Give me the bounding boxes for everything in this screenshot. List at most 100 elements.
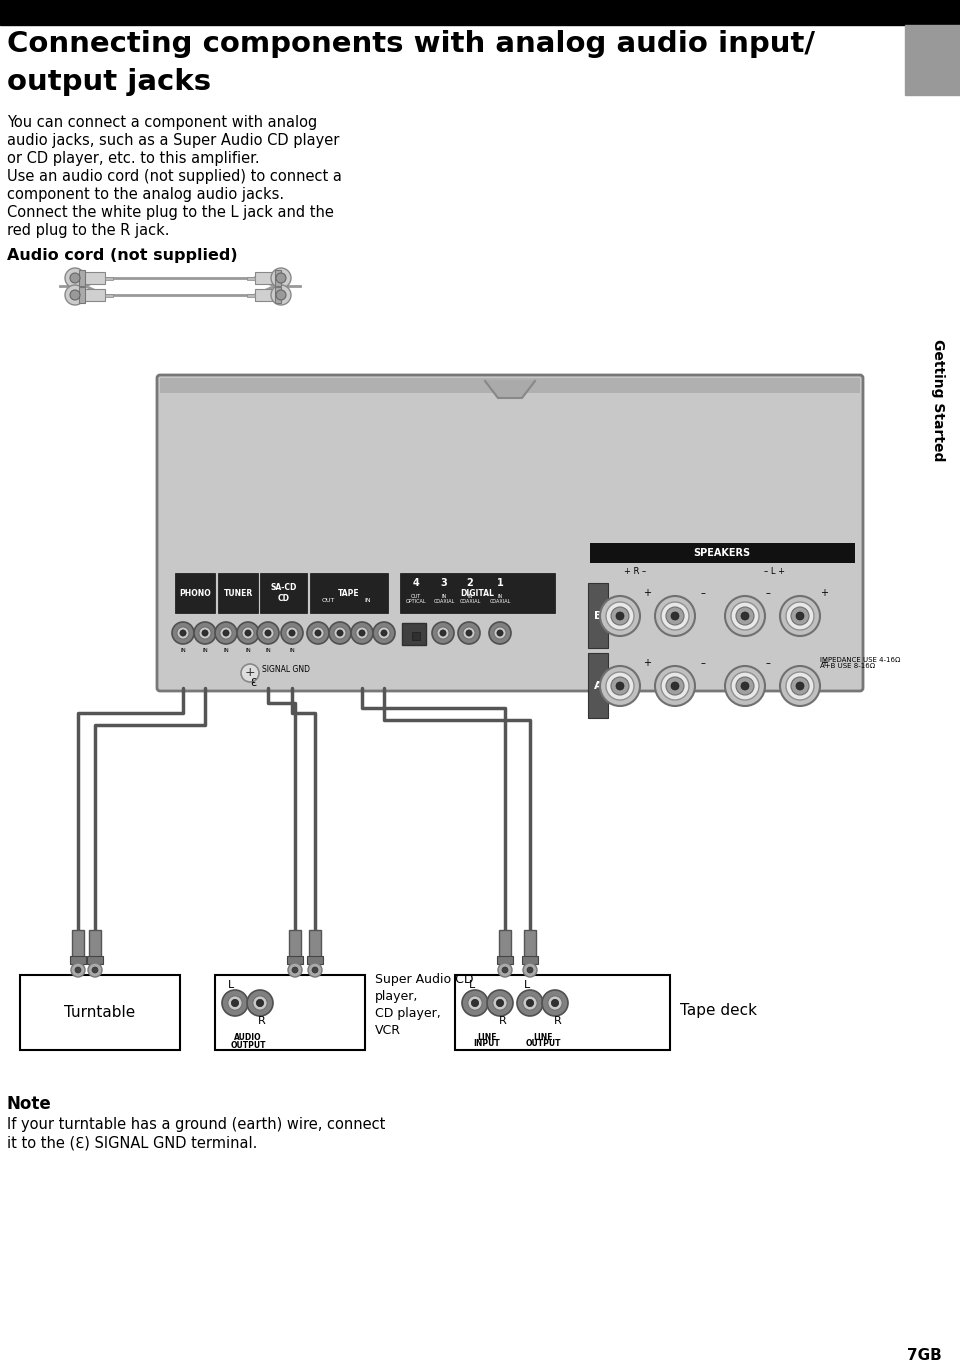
Circle shape [237,622,259,644]
Circle shape [199,627,211,640]
Circle shape [177,627,189,640]
Circle shape [523,963,537,977]
Circle shape [337,630,343,636]
Text: R: R [554,1016,562,1026]
Circle shape [312,967,318,973]
Circle shape [780,666,820,707]
Circle shape [780,596,820,636]
Text: output jacks: output jacks [7,68,211,95]
Circle shape [616,682,624,690]
Text: Tape deck: Tape deck [680,1003,757,1018]
Circle shape [671,612,679,621]
Bar [89,930,101,958]
Text: IN: IN [223,648,228,652]
Circle shape [215,622,237,644]
Bar [588,653,608,717]
Circle shape [265,630,271,636]
Bar [522,956,538,964]
Text: TAPE: TAPE [338,588,360,597]
Text: 1: 1 [496,578,503,588]
Text: component to the analog audio jacks.: component to the analog audio jacks. [7,187,284,202]
Text: AUDIO: AUDIO [234,1034,262,1042]
Text: L: L [524,979,530,990]
Circle shape [468,996,482,1011]
Text: Connect the white plug to the L jack and the: Connect the white plug to the L jack and… [7,205,334,220]
Text: SPEAKERS: SPEAKERS [693,548,751,558]
Circle shape [247,990,273,1016]
Circle shape [257,622,279,644]
Text: Turntable: Turntable [64,1005,135,1020]
Circle shape [271,267,291,288]
Text: R: R [499,1016,507,1026]
Text: OUT
OPTICAL: OUT OPTICAL [406,593,426,604]
Text: IN: IN [289,648,295,652]
Circle shape [655,596,695,636]
Circle shape [600,596,640,636]
Text: IN
COAXIAL: IN COAXIAL [459,593,481,604]
Text: +: + [643,588,651,597]
Circle shape [308,963,322,977]
Bar [275,286,281,303]
Circle shape [661,602,689,630]
Circle shape [194,622,216,644]
Circle shape [736,607,754,625]
Text: it to the (ℇ) SIGNAL GND terminal.: it to the (ℇ) SIGNAL GND terminal. [7,1135,257,1150]
Bar [499,930,511,958]
Bar [590,543,855,563]
Circle shape [356,627,368,640]
Circle shape [458,622,480,644]
Circle shape [492,996,507,1011]
Bar [87,956,103,964]
Circle shape [791,607,809,625]
Text: L: L [468,979,475,990]
Circle shape [786,602,814,630]
Circle shape [65,285,85,306]
Circle shape [487,990,513,1016]
Circle shape [606,672,634,700]
Text: Audio cord (not supplied): Audio cord (not supplied) [7,248,238,263]
Circle shape [551,1000,559,1007]
Circle shape [611,607,629,625]
Bar [247,293,255,296]
Circle shape [466,630,472,636]
Circle shape [276,273,286,282]
Circle shape [606,602,634,630]
Text: 3: 3 [441,578,447,588]
Text: –: – [765,657,771,668]
Circle shape [526,1000,534,1007]
Text: +: + [820,657,828,668]
Circle shape [666,607,684,625]
Circle shape [228,996,242,1011]
Text: You can connect a component with analog: You can connect a component with analog [7,115,317,130]
Circle shape [498,963,512,977]
Circle shape [381,630,387,636]
Circle shape [502,967,508,973]
Circle shape [245,630,252,636]
Bar [79,270,85,286]
Text: OUT: OUT [322,599,335,603]
Circle shape [373,622,395,644]
Bar [83,271,105,284]
Circle shape [523,996,538,1011]
Circle shape [180,630,186,636]
Circle shape [527,967,533,973]
Bar [260,573,307,612]
Bar [524,930,536,958]
Circle shape [725,666,765,707]
Text: Connecting components with analog audio input/: Connecting components with analog audio … [7,30,815,59]
Text: Getting Started: Getting Started [931,338,945,461]
Bar [0,0,960,25]
Text: SIGNAL GND: SIGNAL GND [262,666,310,675]
Circle shape [75,967,81,973]
Circle shape [281,622,303,644]
Text: DIGITAL: DIGITAL [461,588,494,597]
Circle shape [223,630,229,636]
Circle shape [359,630,365,636]
Text: IN: IN [365,599,372,603]
Bar [307,956,323,964]
Circle shape [252,996,267,1011]
Circle shape [542,990,568,1016]
Circle shape [741,682,749,690]
Bar [497,956,513,964]
Text: –: – [701,588,706,597]
